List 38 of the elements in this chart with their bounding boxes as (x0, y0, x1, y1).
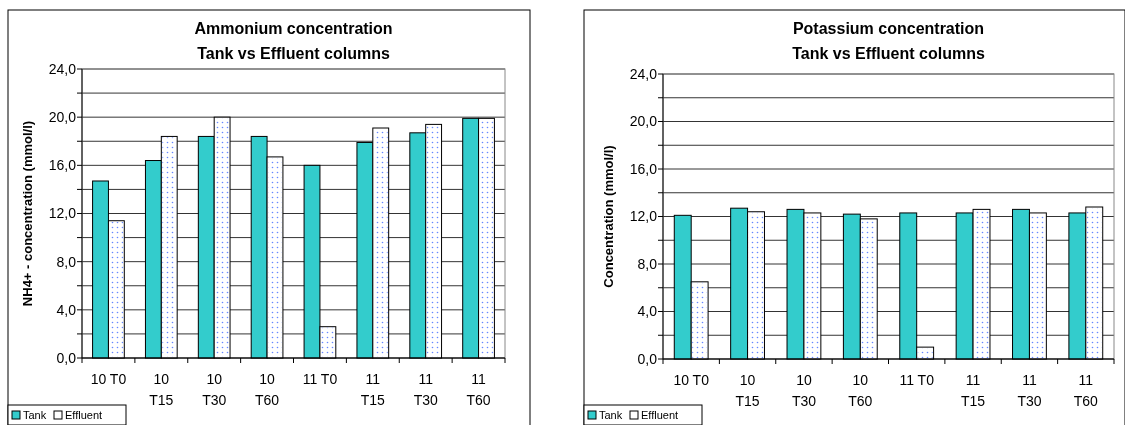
legend-label: Effluent (65, 409, 103, 421)
y-tick-label: 24,0 (629, 65, 658, 82)
y-tick-label: 16,0 (629, 160, 658, 177)
legend-label: Effluent (641, 409, 679, 421)
legend-label: Tank (599, 409, 623, 421)
y-tick-label: 24,0 (48, 60, 77, 77)
x-tick-label: 10 T0 (90, 371, 127, 387)
y-tick-label: 0,0 (56, 349, 77, 366)
y-tick-label: 8,0 (637, 255, 658, 272)
x-tick-label: 10 T15 (735, 372, 760, 409)
y-tick-label: 4,0 (56, 301, 77, 318)
x-tick-label: 11 T30 (413, 371, 438, 408)
chart-title: Potassium concentration Tank vs Effluent columns (792, 20, 985, 62)
x-tick-label: 10 T0 (673, 372, 710, 388)
y-tick-label: 20,0 (48, 109, 77, 126)
y-tick-label: 0,0 (637, 350, 658, 367)
x-tick-label: 10 T60 (848, 372, 873, 409)
y-axis-title: Concentration (mmol/l) (601, 145, 616, 288)
y-tick-label: 8,0 (56, 253, 77, 270)
x-tick-label: 11 T60 (1073, 372, 1099, 409)
x-tick-label: 10 T30 (202, 371, 227, 408)
y-tick-label: 4,0 (637, 303, 658, 320)
y-tick-label: 12,0 (48, 205, 77, 222)
x-tick-label: 11 T0 (302, 371, 338, 387)
x-tick-label: 11 T60 (466, 371, 491, 408)
x-tick-label: 11 T0 (899, 372, 935, 388)
x-tick-label: 10 T30 (791, 372, 817, 409)
legend-label: Tank (23, 409, 47, 421)
y-tick-label: 16,0 (48, 157, 77, 174)
y-tick-label: 20,0 (629, 113, 658, 130)
x-tick-label: 11 T15 (360, 371, 386, 408)
y-axis-title: NH4+ - concentration (mmol/l) (20, 120, 35, 307)
x-tick-label: 11 T15 (961, 372, 986, 409)
y-tick-label: 12,0 (629, 208, 658, 225)
chart-title: Ammonium concentration Tank vs Effluent columns (194, 20, 393, 62)
x-tick-label: 10 T60 (255, 371, 280, 408)
x-tick-label: 10 T15 (149, 371, 174, 408)
x-tick-label: 11 T30 (1017, 372, 1042, 409)
